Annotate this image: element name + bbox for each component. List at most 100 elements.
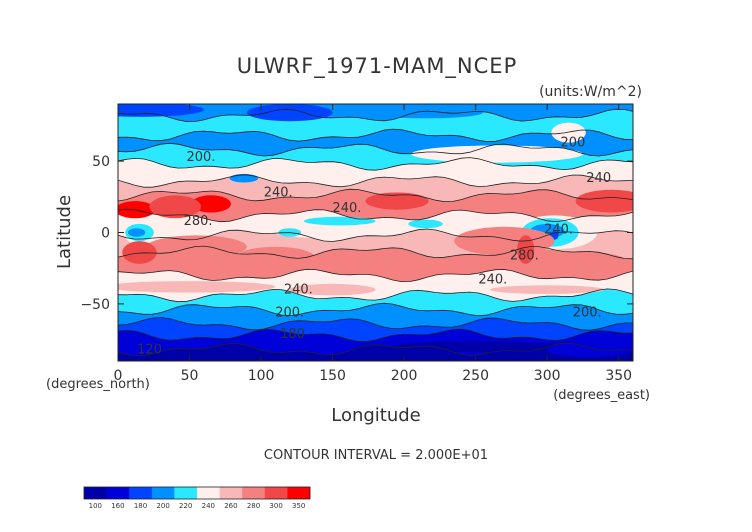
band-15 xyxy=(118,343,633,361)
colorbar-swatch-3 xyxy=(151,487,175,499)
colorbar-label-350: 350 xyxy=(292,502,305,510)
contour-line-13 xyxy=(118,328,633,342)
y-tick-label-0: 0 xyxy=(101,226,110,242)
contour-label-0: 200. xyxy=(187,150,216,165)
contour-lines xyxy=(118,108,633,357)
contour-line-10 xyxy=(118,288,633,303)
colorbar-swatch-6 xyxy=(219,487,243,499)
feature-15 xyxy=(303,216,376,226)
feature-3 xyxy=(551,122,586,143)
feature-5 xyxy=(229,173,259,183)
contour-label-6: 240. xyxy=(544,223,573,238)
contour-line-3 xyxy=(118,157,633,171)
x-axis-label: Longitude xyxy=(331,405,421,426)
x-axis-ticks: 0 50 100 150 200 250 300 350 xyxy=(114,104,632,384)
x-tick-label-0: 0 xyxy=(114,368,123,384)
x-tick-label-150: 150 xyxy=(319,368,346,384)
contour-line-8 xyxy=(118,245,633,260)
feature-31 xyxy=(389,341,562,353)
x-tick-label-100: 100 xyxy=(248,368,275,384)
y-axis-label: Latitude xyxy=(54,195,75,269)
x-tick-label-250: 250 xyxy=(462,368,489,384)
contour-line-9 xyxy=(118,268,633,283)
colorbar-swatch-4 xyxy=(174,487,198,499)
contour-line-0 xyxy=(118,108,633,123)
contour-line-1 xyxy=(118,128,633,143)
feature-10 xyxy=(575,189,633,213)
colorbar-swatch-0 xyxy=(84,487,107,499)
contour-label-2: 240 xyxy=(586,171,611,186)
x-unit-label: (degrees_east) xyxy=(553,388,650,403)
colorbar-frame xyxy=(83,486,311,500)
colorbar-label-200: 200 xyxy=(156,502,169,510)
colorbar-swatch-9 xyxy=(287,487,311,499)
band-4 xyxy=(118,157,633,188)
band-11 xyxy=(118,288,633,316)
feature-32 xyxy=(547,342,633,357)
contour-label-4: 240. xyxy=(332,201,361,216)
colorbar-label-220: 220 xyxy=(179,502,192,510)
feature-7 xyxy=(191,195,231,213)
colorbar xyxy=(83,486,311,500)
feature-27 xyxy=(554,252,626,270)
feature-25 xyxy=(235,246,316,270)
contour-line-11 xyxy=(118,302,633,317)
contour-line-5 xyxy=(118,188,633,203)
contour-label-3: 240. xyxy=(264,186,293,201)
feature-22 xyxy=(454,226,555,256)
colorbar-label-240: 240 xyxy=(202,502,215,510)
heatmap-plot-area xyxy=(118,104,633,361)
x-tick-label-350: 350 xyxy=(605,368,632,384)
contour-label-13: 120 xyxy=(137,343,162,358)
feature-16 xyxy=(408,219,443,229)
feature-6 xyxy=(118,201,156,219)
feature-26 xyxy=(122,241,157,264)
x-tick-label-200: 200 xyxy=(391,368,418,384)
feature-13 xyxy=(128,228,146,237)
contour-label-8: 240. xyxy=(478,273,507,288)
band-13 xyxy=(118,317,633,342)
contour-label-11: 200. xyxy=(573,306,602,321)
colorbar-swatch-2 xyxy=(129,487,153,499)
contour-label-9: 240. xyxy=(284,283,313,298)
feature-29 xyxy=(289,283,376,296)
contour-label-5: 280. xyxy=(184,214,213,229)
colorbar-swatch-8 xyxy=(264,487,288,499)
band-1 xyxy=(118,109,633,142)
feature-1 xyxy=(246,104,333,122)
x-tick-label-300: 300 xyxy=(534,368,561,384)
x-tick-label-50: 50 xyxy=(181,368,199,384)
y-unit-label: (degrees_north) xyxy=(46,377,150,392)
colorbar-label-180: 180 xyxy=(134,502,147,510)
feature-8 xyxy=(149,195,201,219)
contour-label-1: 200 xyxy=(560,136,585,151)
feature-2 xyxy=(368,106,483,119)
y-tick-label--50: −50 xyxy=(80,297,110,313)
contour-label-10: 200. xyxy=(275,306,304,321)
feature-28 xyxy=(118,281,276,293)
colorbar-labels: 100 160 180 200 220 240 260 280 300 350 xyxy=(89,502,306,510)
feature-0 xyxy=(118,104,204,117)
feature-30 xyxy=(490,285,605,294)
contour-line-12 xyxy=(118,317,633,331)
contour-line-4 xyxy=(118,174,633,188)
y-tick-label-50: 50 xyxy=(92,154,110,170)
contour-label-7: 280. xyxy=(510,248,539,263)
colorbar-label-300: 300 xyxy=(269,502,282,510)
contour-labels: 200.200240240.240.280.240.280.240.240.20… xyxy=(137,136,611,358)
temperature-bands xyxy=(118,104,633,361)
feature-4 xyxy=(411,145,583,163)
contour-interval-label: CONTOUR INTERVAL = 2.000E+01 xyxy=(264,448,488,463)
colorbar-swatch-5 xyxy=(197,487,220,499)
chart-title: ULWRF_1971-MAM_NCEP xyxy=(237,54,518,79)
y-axis-ticks: −50 0 50 xyxy=(80,154,633,313)
contour-line-2 xyxy=(118,142,633,157)
band-2 xyxy=(118,129,633,156)
colorbar-label-280: 280 xyxy=(247,502,260,510)
colorbar-label-160: 160 xyxy=(111,502,124,510)
colorbar-swatch-7 xyxy=(242,487,266,499)
colorbar-swatch-1 xyxy=(106,487,130,499)
feature-23 xyxy=(517,235,535,264)
feature-9 xyxy=(365,192,429,210)
